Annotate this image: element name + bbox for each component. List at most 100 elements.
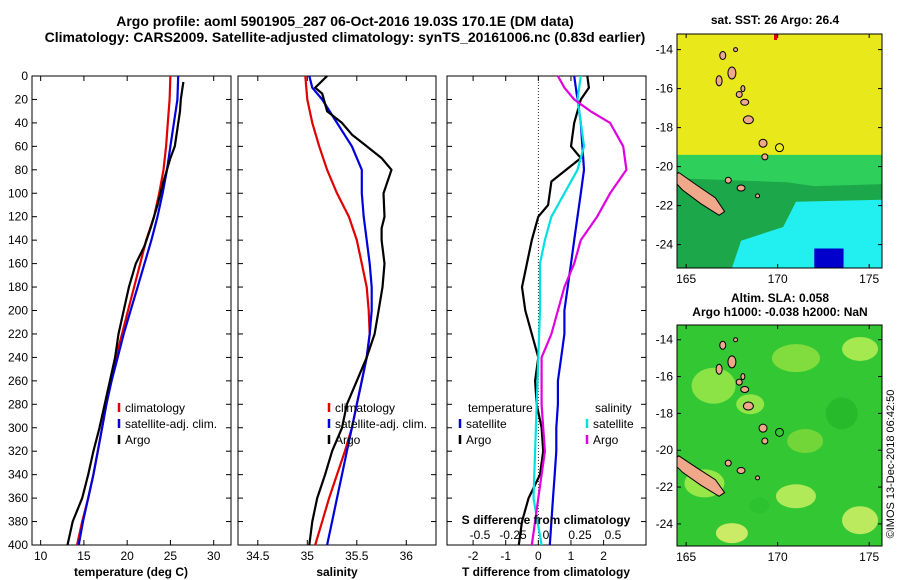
lon-tick-label: 165	[676, 272, 696, 286]
legend-climatology: climatology	[125, 401, 185, 415]
legend-temperature-title: temperature	[468, 401, 533, 415]
x-tick-label: 34.5	[246, 549, 270, 563]
island	[736, 184, 746, 192]
lat-tick-label: -20	[656, 160, 674, 174]
argo-position-marker	[775, 427, 784, 437]
y-tick-label: 380	[8, 515, 28, 529]
island	[733, 337, 739, 343]
salinity-legend: climatology satellite-adj. clim. Argo	[327, 401, 427, 447]
lat-tick-label: -22	[656, 199, 674, 213]
imos-watermark: ©IMOS 13-Dec-2018 06:42:50	[885, 390, 897, 539]
sst-map-frame	[676, 33, 883, 269]
island	[742, 401, 754, 411]
series-line-satellite-adj-clim-	[308, 75, 373, 546]
island	[740, 373, 746, 381]
sst-coldest-patch	[814, 248, 844, 268]
y-tick-label: 360	[8, 491, 28, 505]
island	[724, 176, 732, 184]
island	[735, 90, 743, 98]
series-line-argo	[308, 75, 393, 546]
y-tick-label: 180	[8, 280, 28, 294]
s-tick: 0.25	[568, 528, 592, 542]
series-line-t-satellite	[548, 75, 586, 546]
island	[742, 115, 754, 125]
argo-position-marker	[775, 143, 784, 153]
island	[740, 385, 750, 393]
lon-tick-label: 170	[768, 550, 788, 564]
legend-argo: Argo	[335, 433, 361, 447]
y-tick-label: 320	[8, 444, 28, 458]
island	[736, 466, 746, 474]
lat-tick-label: -22	[656, 480, 674, 494]
y-tick-label: 80	[15, 163, 29, 177]
legend-satellite-adj: satellite-adj. clim.	[125, 417, 217, 431]
s-tick: 0.5	[605, 528, 622, 542]
legend-argo: Argo	[125, 433, 151, 447]
x-tick-label: 35.5	[345, 549, 369, 563]
y-tick-label: 300	[8, 421, 28, 435]
figure-title-line2: Climatology: CARS2009. Satellite-adjuste…	[45, 29, 646, 45]
salinity-panel: 34.5 35 35.5 36 salinity climatology satell…	[237, 75, 437, 579]
plot-frame	[446, 75, 647, 546]
lon-tick-label: 175	[859, 550, 879, 564]
y-tick-label: 100	[8, 186, 28, 200]
series-line-s-satellite	[532, 75, 586, 546]
new-caledonia-island	[677, 171, 726, 216]
legend-salinity-title: salinity	[595, 401, 632, 415]
lat-tick-label: -20	[656, 443, 674, 457]
y-tick-label: 240	[8, 350, 28, 364]
x-tick-label: 1	[568, 549, 575, 563]
sla-anomaly-patch	[787, 429, 824, 454]
island	[719, 50, 727, 60]
island	[758, 423, 768, 433]
sla-anomaly-patch	[691, 367, 736, 404]
lat-tick-label: -16	[656, 82, 674, 96]
s-difference-xlabel: S difference from climatology	[462, 513, 631, 527]
island	[735, 378, 743, 386]
lat-tick-label: -16	[656, 370, 674, 384]
sla-anomaly-patch	[842, 336, 879, 361]
lat-tick-label: -24	[656, 517, 674, 531]
temperature-panel: 10 15 20 25 30020406080100120140160180200220…	[8, 69, 232, 579]
sst-map-title: sat. SST: 26 Argo: 26.4	[711, 13, 840, 27]
x-tick-label: -1	[500, 549, 511, 563]
s-tick: -0.5	[470, 528, 491, 542]
sla-anomaly-patch	[771, 344, 820, 373]
island	[733, 47, 739, 53]
sla-map-title-line1: Altim. SLA: 0.058	[731, 291, 829, 305]
difference-xlabel: T difference from climatology	[462, 565, 630, 579]
sla-map-frame	[676, 324, 883, 547]
x-tick-label: 25	[164, 549, 178, 563]
island	[758, 138, 768, 148]
y-tick-label: 40	[15, 116, 29, 130]
series-line-climatology	[304, 75, 371, 546]
lon-tick-label: 170	[768, 272, 788, 286]
island	[724, 459, 732, 467]
x-tick-label: 10	[34, 549, 48, 563]
lat-tick-label: -18	[656, 406, 674, 420]
island	[727, 66, 737, 80]
figure-title-line1: Argo profile: aoml 5901905_287 06-Oct-20…	[116, 13, 574, 29]
x-tick-label: 0	[535, 549, 542, 563]
island	[755, 193, 761, 199]
series-line-s-argo	[530, 75, 628, 546]
sla-anomaly-patch	[825, 397, 858, 430]
island	[719, 340, 727, 350]
y-tick-label: 0	[21, 69, 28, 83]
island	[727, 355, 737, 369]
sst-map: sat. SST: 26 Argo: 26.4 165 170 175 -14 -16 -…	[656, 13, 883, 286]
y-tick-label: 200	[8, 304, 28, 318]
temperature-xlabel: temperature (deg C)	[74, 565, 188, 579]
x-tick-label: 2	[600, 549, 607, 563]
y-tick-label: 260	[8, 374, 28, 388]
x-tick-label: 35	[301, 549, 315, 563]
lon-tick-label: 175	[859, 272, 879, 286]
x-tick-label: -2	[468, 549, 479, 563]
lat-tick-label: -24	[656, 238, 674, 252]
legend-satellite-adj: satellite-adj. clim.	[335, 417, 427, 431]
s-tick: 0	[543, 528, 550, 542]
difference-legend: temperature satellite Argo salinity sate…	[458, 401, 634, 447]
y-tick-label: 20	[15, 92, 29, 106]
y-tick-label: 340	[8, 468, 28, 482]
